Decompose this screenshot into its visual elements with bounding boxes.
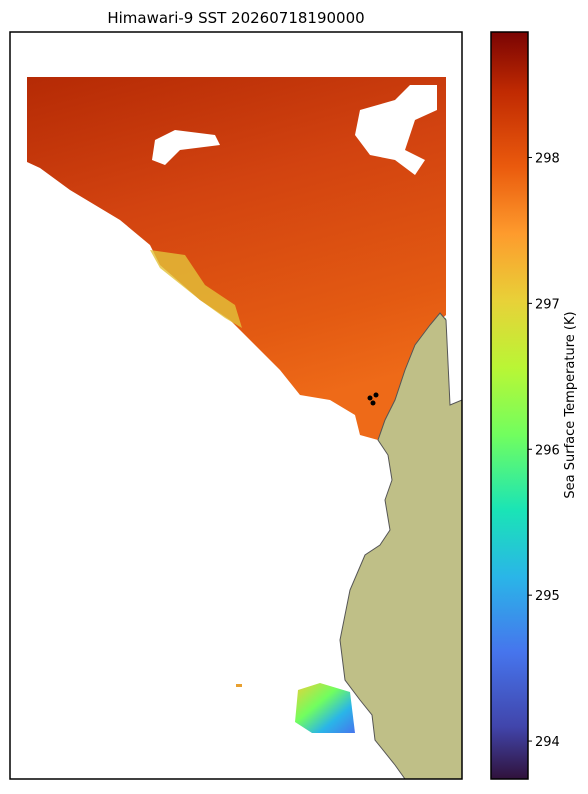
colorbar-tick-label: 298: [535, 151, 560, 166]
station: [370, 400, 376, 406]
colorbar-tick-label: 296: [535, 443, 560, 458]
colorbar-label: Sea Surface Temperature (K): [563, 311, 578, 498]
station: [367, 395, 373, 401]
colorbar-tick-label: 294: [535, 735, 560, 750]
station: [373, 392, 379, 398]
sst-field: [27, 77, 446, 440]
colorbar: [490, 31, 529, 780]
sst-patch: [295, 683, 355, 733]
colorbar-tick-label: 297: [535, 297, 560, 312]
map-title: Himawari-9 SST 20260718190000: [107, 9, 364, 27]
map-frame: [9, 31, 463, 780]
sst-warm-band: [150, 250, 242, 328]
map: [9, 31, 463, 780]
sst-speck: [236, 684, 242, 687]
cloud-gap: [152, 130, 220, 165]
colorbar-tick-label: 295: [535, 589, 560, 604]
cloud-gap: [355, 85, 437, 175]
colorbar-ticks: 294 295 296 297 298: [528, 151, 560, 750]
